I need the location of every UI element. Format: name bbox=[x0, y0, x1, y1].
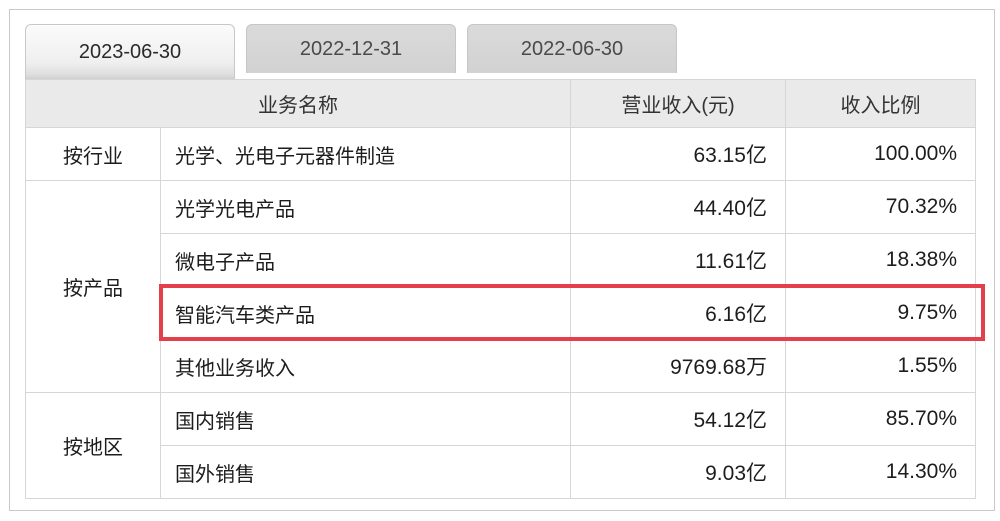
table-row: 按产品 光学光电产品 44.40亿 70.32% bbox=[25, 180, 976, 393]
row-group-label-industry: 按行业 bbox=[25, 127, 161, 181]
tab-2022-06-30[interactable]: 2022-06-30 bbox=[467, 24, 677, 73]
business-name-cell: 国内销售 bbox=[160, 392, 571, 446]
tab-2022-12-31[interactable]: 2022-12-31 bbox=[246, 24, 456, 73]
table-row: 其他业务收入 9769.68万 1.55% bbox=[26, 339, 976, 393]
col-header-ratio: 收入比例 bbox=[785, 79, 976, 128]
business-name-cell: 其他业务收入 bbox=[160, 339, 571, 393]
revenue-cell: 63.15亿 bbox=[570, 127, 786, 181]
revenue-cell: 9769.68万 bbox=[570, 339, 786, 393]
business-name-cell: 光学光电产品 bbox=[160, 180, 571, 234]
table-row: 微电子产品 11.61亿 18.38% bbox=[26, 233, 976, 287]
ratio-cell: 100.00% bbox=[785, 127, 976, 181]
date-tabs: 2023-06-30 2022-12-31 2022-06-30 bbox=[25, 24, 976, 79]
ratio-cell: 18.38% bbox=[785, 233, 976, 287]
ratio-cell: 9.75% bbox=[785, 286, 976, 340]
table-row: 国外销售 9.03亿 14.30% bbox=[26, 445, 976, 499]
panel-content: 2023-06-30 2022-12-31 2022-06-30 业务名称 营业… bbox=[25, 24, 985, 499]
table-row: 按地区 国内销售 54.12亿 85.70% bbox=[25, 392, 976, 499]
panel-frame: 2023-06-30 2022-12-31 2022-06-30 业务名称 营业… bbox=[9, 9, 995, 511]
col-header-business-name: 业务名称 bbox=[25, 79, 571, 128]
ratio-cell: 85.70% bbox=[785, 392, 976, 446]
ratio-cell: 14.30% bbox=[785, 445, 976, 499]
header-row: 业务名称 营业收入(元) 收入比例 bbox=[25, 79, 976, 128]
table-row-highlighted: 智能汽车类产品 6.16亿 9.75% bbox=[26, 286, 976, 340]
revenue-cell: 54.12亿 bbox=[570, 392, 786, 446]
tab-2023-06-30[interactable]: 2023-06-30 bbox=[25, 24, 235, 79]
business-name-cell: 智能汽车类产品 bbox=[160, 286, 571, 340]
revenue-cell: 11.61亿 bbox=[570, 233, 786, 287]
business-name-cell: 国外销售 bbox=[160, 445, 571, 499]
ratio-cell: 1.55% bbox=[785, 339, 976, 393]
revenue-table: 业务名称 营业收入(元) 收入比例 按行业 光学、光电子元器件制造 63.15亿… bbox=[25, 79, 976, 499]
ratio-cell: 70.32% bbox=[785, 180, 976, 234]
row-group-label-product: 按产品 bbox=[25, 180, 161, 393]
table-row: 按行业 光学、光电子元器件制造 63.15亿 100.00% bbox=[25, 127, 976, 181]
row-group-label-region: 按地区 bbox=[25, 392, 161, 499]
business-name-cell: 光学、光电子元器件制造 bbox=[160, 127, 571, 181]
revenue-cell: 9.03亿 bbox=[570, 445, 786, 499]
business-name-cell: 微电子产品 bbox=[160, 233, 571, 287]
revenue-cell: 44.40亿 bbox=[570, 180, 786, 234]
revenue-table-wrap: 业务名称 营业收入(元) 收入比例 按行业 光学、光电子元器件制造 63.15亿… bbox=[25, 79, 985, 499]
col-header-revenue: 营业收入(元) bbox=[570, 79, 786, 128]
revenue-cell: 6.16亿 bbox=[570, 286, 786, 340]
